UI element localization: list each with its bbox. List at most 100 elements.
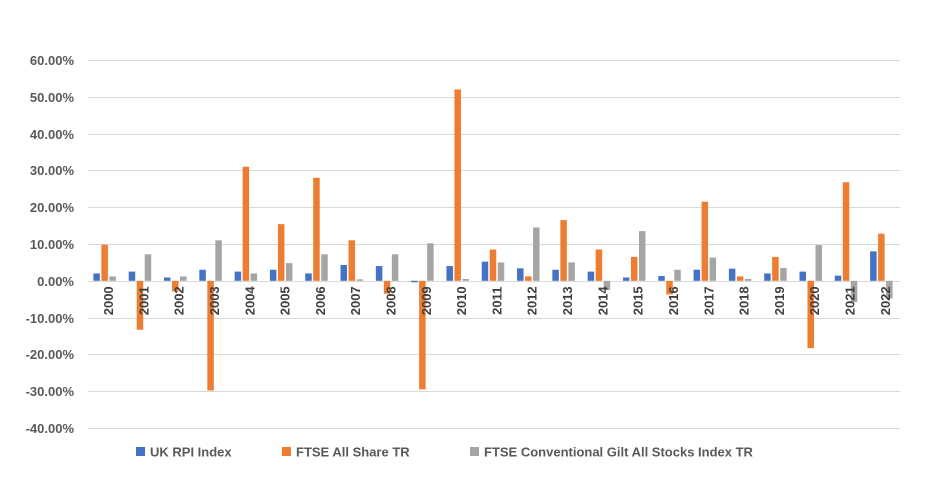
bar (517, 268, 524, 281)
bar (489, 249, 497, 281)
x-category-label: 2007 (348, 286, 363, 315)
bar (666, 280, 673, 295)
bar (772, 256, 779, 281)
x-category-label: 2001 (136, 286, 151, 315)
bar (560, 220, 567, 281)
bar (533, 227, 540, 281)
bar (313, 177, 320, 281)
x-category-label: 2014 (595, 286, 610, 316)
y-tick-label: 40.00% (30, 127, 75, 142)
legend-label: UK RPI Index (150, 445, 232, 460)
bar (701, 201, 709, 281)
x-category-label: 2016 (666, 286, 681, 315)
bar (595, 249, 603, 281)
x-category-label: 2002 (172, 286, 187, 315)
bar (764, 273, 771, 281)
bar (780, 267, 787, 281)
bar (356, 279, 364, 281)
bar (728, 268, 736, 281)
bar (462, 278, 469, 281)
bar (638, 231, 646, 281)
bar (411, 280, 418, 283)
bar (834, 275, 842, 281)
bar (427, 243, 434, 281)
y-tick-label: 10.00% (30, 237, 75, 252)
y-tick-label: 50.00% (30, 90, 75, 105)
bar (736, 276, 744, 281)
x-category-label: 2012 (525, 286, 540, 315)
y-tick-label: 60.00% (30, 53, 75, 68)
legend-swatch (282, 447, 291, 456)
bar (446, 266, 453, 281)
bar (215, 240, 222, 281)
y-tick-label: 20.00% (30, 200, 75, 215)
bar (878, 233, 885, 281)
bar (587, 271, 595, 281)
gridlines (88, 60, 900, 429)
legend-swatch (470, 447, 479, 456)
bar (799, 271, 806, 281)
x-category-label: 2019 (772, 286, 787, 315)
x-category-label: 2006 (313, 286, 328, 315)
bar (242, 166, 250, 281)
x-category-label: 2004 (242, 286, 257, 316)
bars (93, 89, 893, 391)
bar (164, 277, 171, 281)
bar (277, 224, 285, 281)
bar (234, 271, 242, 281)
bar (658, 276, 665, 281)
legend: UK RPI Index FTSE All Share TR FTSE Conven… (136, 445, 754, 460)
bar (886, 280, 893, 299)
bar (693, 269, 701, 281)
bar (199, 269, 206, 281)
y-tick-label: -40.00% (26, 421, 75, 436)
bar (383, 280, 391, 294)
bar (568, 262, 575, 281)
x-category-label: 2020 (807, 286, 822, 315)
x-category-label: 2005 (278, 286, 293, 315)
bar (674, 269, 681, 281)
bar (603, 280, 611, 290)
x-category-label: 2011 (489, 287, 504, 315)
x-category-label: 2017 (701, 286, 716, 315)
x-category-label: 2022 (878, 286, 893, 315)
legend-swatch (136, 447, 145, 456)
y-tick-label: 30.00% (30, 163, 75, 178)
bar (630, 256, 638, 281)
bar (807, 280, 814, 349)
bar (744, 278, 752, 281)
bar (709, 257, 717, 281)
bar (850, 280, 858, 303)
x-category-label: 2018 (737, 286, 752, 315)
bar (128, 271, 136, 281)
x-category-label: 2015 (631, 286, 646, 315)
x-category-label: 2008 (384, 286, 399, 315)
bar (481, 261, 489, 281)
bar (109, 276, 116, 281)
y-tick-label: 0.00% (37, 274, 74, 289)
bar (391, 254, 399, 281)
x-category-label: 2003 (207, 286, 222, 315)
bar (180, 276, 187, 281)
bar (250, 273, 258, 281)
legend-label: FTSE Conventional Gilt All Stocks Index … (484, 445, 754, 460)
bar (136, 280, 144, 330)
x-category-label: 2021 (842, 286, 857, 315)
bar (870, 251, 877, 281)
bar (207, 280, 214, 391)
bar (269, 269, 277, 281)
x-category-label: 2010 (454, 286, 469, 315)
y-tick-label: -20.00% (26, 347, 75, 362)
bar (285, 263, 293, 281)
bar (348, 240, 356, 281)
x-category-label: 2013 (560, 286, 575, 315)
bar (144, 254, 152, 281)
bar (321, 254, 328, 281)
bar (842, 182, 850, 281)
legend-label: FTSE All Share TR (296, 445, 410, 460)
x-category-label: 2000 (101, 286, 116, 315)
bar (101, 244, 108, 281)
x-axis-category-labels: 2000 2001 2002 2003 2004 2005 2006 2007 2008 2009… (101, 286, 893, 316)
